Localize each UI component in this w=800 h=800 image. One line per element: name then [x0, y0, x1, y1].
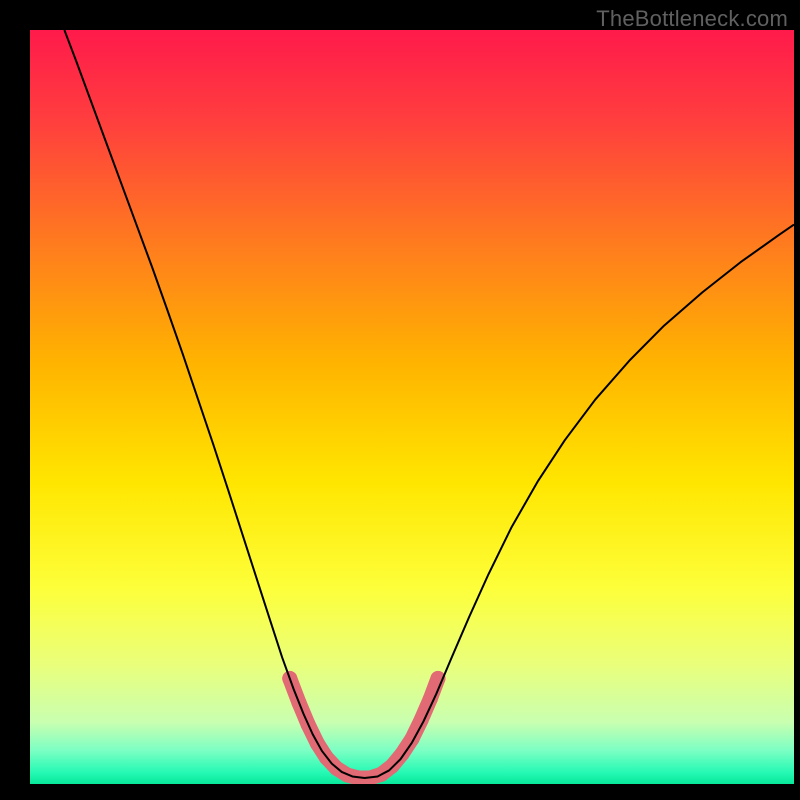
chart-frame: TheBottleneck.com	[0, 0, 800, 800]
plot-area	[30, 30, 794, 784]
gradient-background	[30, 30, 794, 784]
bottleneck-curve-chart	[30, 30, 794, 784]
watermark-text: TheBottleneck.com	[596, 6, 788, 32]
